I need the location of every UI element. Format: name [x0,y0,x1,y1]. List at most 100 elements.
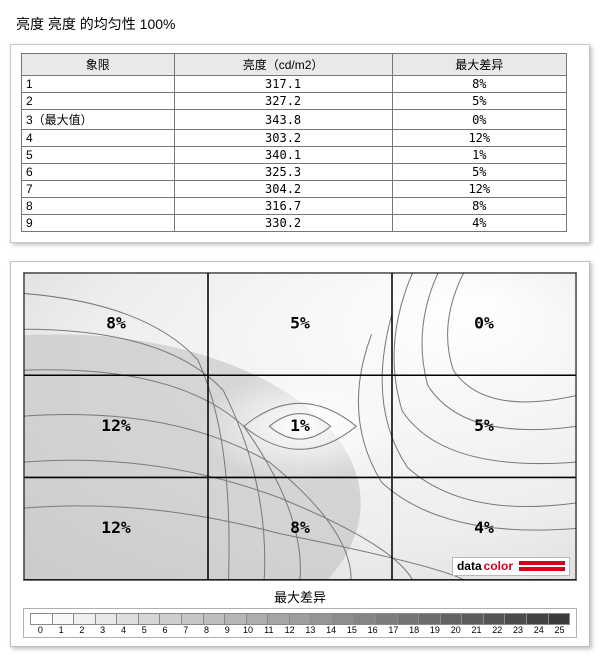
contour-cell-label: 5% [290,314,310,333]
contour-cell-label: 0% [474,314,494,333]
legend-swatch [419,613,441,625]
cell-luminance: 330.2 [174,215,392,232]
legend-swatch [30,613,53,625]
cell-luminance: 316.7 [174,198,392,215]
cell-quadrant: 3（最大值） [22,110,175,130]
legend-swatch [139,613,161,625]
cell-luminance: 340.1 [174,147,392,164]
legend-tick: 7 [175,625,196,635]
cell-quadrant: 2 [22,93,175,110]
legend-tick: 24 [528,625,549,635]
legend-swatch [268,613,290,625]
luminance-table: 象限 亮度（cd/m2） 最大差异 1317.18%2327.25%3（最大值）… [21,53,567,232]
datacolor-logo: datacolor [452,557,570,576]
col-header-maxdiff: 最大差异 [392,54,566,76]
legend-box: 0123456789101112131415161718192021222324… [23,608,577,638]
luminance-table-panel: 象限 亮度（cd/m2） 最大差异 1317.18%2327.25%3（最大值）… [10,44,590,243]
legend-tick: 17 [383,625,404,635]
legend-tick: 12 [279,625,300,635]
col-header-luminance: 亮度（cd/m2） [174,54,392,76]
legend-tick: 11 [258,625,279,635]
legend-swatch [441,613,463,625]
cell-luminance: 303.2 [174,130,392,147]
legend-swatch [398,613,420,625]
legend-title: 最大差异 [23,587,577,606]
contour-cell-label: 4% [474,518,494,537]
table-row: 2327.25% [22,93,567,110]
table-row: 6325.35% [22,164,567,181]
cell-luminance: 317.1 [174,76,392,93]
table-row: 7304.212% [22,181,567,198]
legend-swatch [462,613,484,625]
cell-luminance: 327.2 [174,93,392,110]
legend-tick: 0 [30,625,51,635]
legend-swatch [333,613,355,625]
legend-swatch [311,613,333,625]
legend-swatch [225,613,247,625]
contour-cell-label: 12% [101,518,131,537]
legend-tick: 21 [466,625,487,635]
legend-swatch [247,613,269,625]
cell-maxdiff: 8% [392,198,566,215]
logo-text-color: color [484,559,513,573]
table-row: 1317.18% [22,76,567,93]
legend-tick: 1 [51,625,72,635]
legend-tick: 5 [134,625,155,635]
cell-quadrant: 4 [22,130,175,147]
legend-swatch [527,613,549,625]
logo-bars [519,561,565,571]
page-title: 亮度 亮度 的均匀性 100% [16,14,590,34]
cell-luminance: 304.2 [174,181,392,198]
contour-cell-label: 1% [290,416,310,435]
cell-maxdiff: 12% [392,130,566,147]
contour-cell-label: 5% [474,416,494,435]
table-row: 9330.24% [22,215,567,232]
cell-quadrant: 9 [22,215,175,232]
legend-swatch [549,613,571,625]
legend-tick: 20 [445,625,466,635]
contour-frame: 8%5%0%12%1%5%12%8%4% datacolor [23,272,577,581]
legend-tick: 25 [549,625,570,635]
cell-maxdiff: 12% [392,181,566,198]
cell-maxdiff: 5% [392,93,566,110]
legend-tick: 6 [155,625,176,635]
legend-swatch [354,613,376,625]
legend-tick: 18 [404,625,425,635]
contour-cell-label: 12% [101,416,131,435]
logo-text-data: data [457,559,482,573]
table-row: 4303.212% [22,130,567,147]
cell-maxdiff: 5% [392,164,566,181]
cell-maxdiff: 1% [392,147,566,164]
legend-swatch [53,613,75,625]
legend-swatch [505,613,527,625]
table-row: 3（最大值）343.80% [22,110,567,130]
col-header-quadrant: 象限 [22,54,175,76]
table-row: 8316.78% [22,198,567,215]
legend-ticks: 0123456789101112131415161718192021222324… [30,625,570,635]
legend-swatches [30,613,570,625]
legend-swatch [74,613,96,625]
cell-quadrant: 8 [22,198,175,215]
legend-tick: 8 [196,625,217,635]
contour-chart-panel: 8%5%0%12%1%5%12%8%4% datacolor 最大差异 0123… [10,261,590,647]
legend-tick: 13 [300,625,321,635]
legend-tick: 14 [321,625,342,635]
legend-tick: 10 [238,625,259,635]
legend-tick: 4 [113,625,134,635]
table-row: 5340.11% [22,147,567,164]
legend-tick: 16 [362,625,383,635]
legend-swatch [96,613,118,625]
legend-tick: 9 [217,625,238,635]
legend-tick: 19 [425,625,446,635]
legend-tick: 2 [72,625,93,635]
legend-tick: 23 [508,625,529,635]
cell-maxdiff: 0% [392,110,566,130]
legend-swatch [160,613,182,625]
legend-swatch [182,613,204,625]
cell-luminance: 343.8 [174,110,392,130]
cell-quadrant: 5 [22,147,175,164]
cell-quadrant: 6 [22,164,175,181]
cell-maxdiff: 8% [392,76,566,93]
cell-quadrant: 7 [22,181,175,198]
legend-tick: 22 [487,625,508,635]
